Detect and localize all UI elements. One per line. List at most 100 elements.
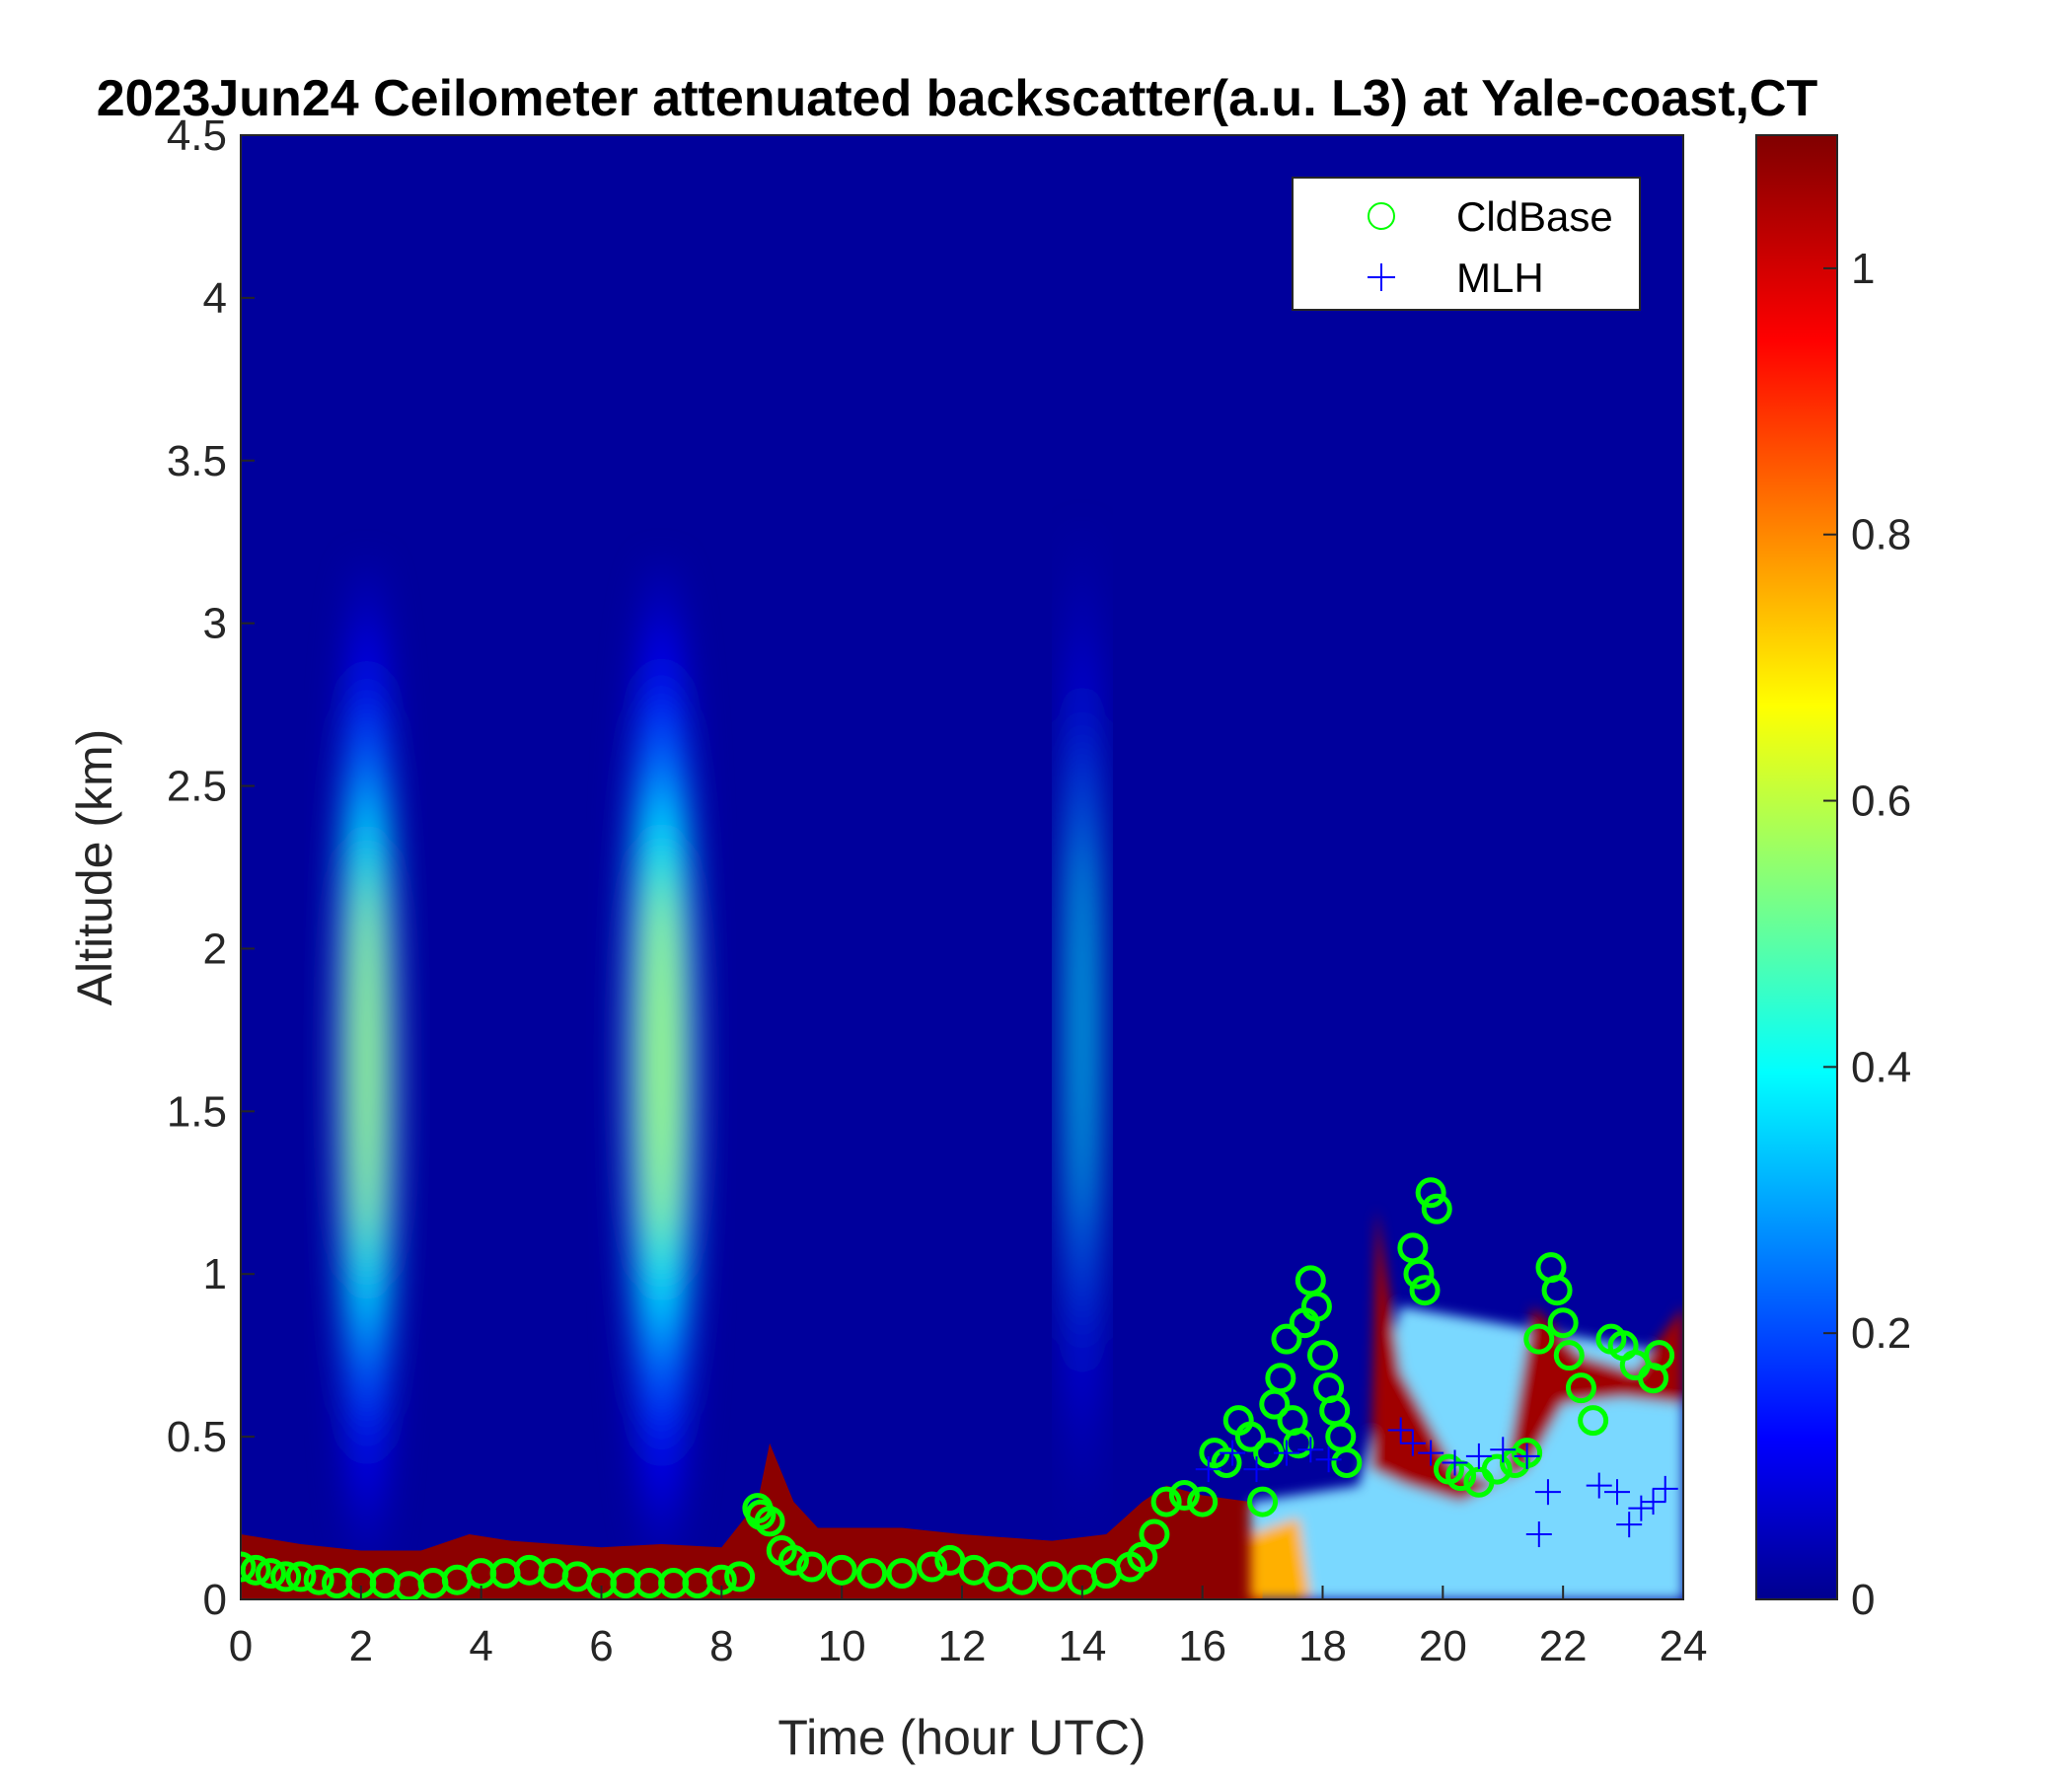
mlh-point bbox=[1616, 1512, 1643, 1538]
cldbase-point bbox=[1168, 1479, 1200, 1511]
cldbase-point bbox=[917, 1551, 948, 1583]
retrieval-markers bbox=[241, 1177, 1678, 1599]
mlh-series bbox=[1195, 1417, 1678, 1548]
y-tick-label: 1.5 bbox=[167, 1087, 227, 1136]
cldbase-point bbox=[1547, 1307, 1579, 1339]
y-tick-label: 0.5 bbox=[167, 1413, 227, 1461]
cldbase-point bbox=[856, 1558, 888, 1590]
y-axis-ticks: 0 0.5 1 1.5 2 2.5 3 3.5 4 4.5 bbox=[167, 111, 255, 1624]
cldbase-point bbox=[1481, 1453, 1513, 1485]
legend-cldbase-label: CldBase bbox=[1456, 193, 1613, 240]
aerosol-plume-1 bbox=[334, 564, 399, 1561]
cldbase-point bbox=[285, 1561, 317, 1592]
y-tick-label: 2.5 bbox=[167, 763, 227, 811]
cldbase-point bbox=[826, 1554, 857, 1586]
y-tick-label: 3 bbox=[203, 600, 227, 648]
colorbar-tick-label: 0.2 bbox=[1851, 1309, 1911, 1358]
mlh-point bbox=[1514, 1443, 1540, 1469]
aerosol-plume-3 bbox=[1067, 532, 1098, 1528]
mlh-point bbox=[1603, 1479, 1630, 1506]
aerosol-plume-2 bbox=[624, 564, 700, 1561]
legend-box bbox=[1292, 177, 1641, 311]
colorbar-tick-label: 0 bbox=[1851, 1576, 1875, 1624]
x-tick-label: 14 bbox=[1058, 1622, 1106, 1670]
y-tick-label: 1 bbox=[203, 1250, 227, 1298]
mlh-point bbox=[1652, 1475, 1678, 1502]
mlh-point bbox=[1387, 1417, 1414, 1443]
mlh-point bbox=[1628, 1495, 1655, 1521]
x-tick-label: 12 bbox=[938, 1622, 987, 1670]
cldbase-point bbox=[270, 1561, 302, 1592]
colorbar-tick-label: 1 bbox=[1851, 245, 1875, 293]
y-tick-label: 2 bbox=[203, 925, 227, 973]
x-axis-label: Time (hour UTC) bbox=[777, 1710, 1146, 1765]
mlh-point bbox=[1525, 1521, 1552, 1548]
cldbase-point bbox=[1234, 1421, 1266, 1452]
cldbase-point bbox=[1421, 1193, 1452, 1224]
cldbase-point bbox=[1150, 1486, 1182, 1517]
cldbase-point bbox=[1541, 1275, 1573, 1306]
x-tick-label: 16 bbox=[1178, 1622, 1226, 1670]
cldbase-point bbox=[1247, 1486, 1279, 1517]
cldbase-point bbox=[1187, 1486, 1219, 1517]
cldbase-point bbox=[1553, 1340, 1585, 1371]
mlh-point bbox=[1586, 1472, 1612, 1499]
legend: CldBase MLH bbox=[1292, 177, 1641, 311]
plot-area bbox=[241, 135, 1683, 1599]
x-tick-label: 2 bbox=[349, 1622, 373, 1670]
x-tick-label: 8 bbox=[709, 1622, 733, 1670]
colorbar-ticks: 0 0.2 0.4 0.6 0.8 1 bbox=[1823, 245, 1911, 1624]
y-tick-label: 3.5 bbox=[167, 437, 227, 485]
cldbase-point bbox=[1578, 1405, 1609, 1437]
cldbase-point bbox=[1211, 1446, 1242, 1478]
x-tick-label: 20 bbox=[1419, 1622, 1467, 1670]
cldbase-point bbox=[1127, 1541, 1158, 1573]
mlh-point bbox=[1640, 1489, 1666, 1516]
cldbase-point bbox=[255, 1558, 286, 1590]
cldbase-point bbox=[1271, 1323, 1302, 1355]
mlh-point bbox=[1399, 1430, 1426, 1456]
cldbase-point bbox=[1006, 1564, 1038, 1595]
cldbase-point bbox=[1644, 1340, 1675, 1371]
colorbar-tick-label: 0.4 bbox=[1851, 1043, 1911, 1091]
cldbase-point bbox=[1409, 1275, 1441, 1306]
colorbar-gradient bbox=[1755, 134, 1838, 1600]
mlh-point bbox=[1442, 1449, 1468, 1476]
mlh-point bbox=[1243, 1456, 1270, 1483]
legend-mlh-label: MLH bbox=[1456, 255, 1544, 301]
cldbase-point bbox=[1036, 1561, 1068, 1592]
x-tick-label: 22 bbox=[1539, 1622, 1588, 1670]
mlh-point bbox=[1418, 1440, 1444, 1466]
y-tick-label: 4.5 bbox=[167, 111, 227, 160]
cldbase-point bbox=[796, 1551, 828, 1583]
x-tick-label: 18 bbox=[1298, 1622, 1347, 1670]
x-tick-label: 0 bbox=[229, 1622, 253, 1670]
colorbar-tick-label: 0.6 bbox=[1851, 777, 1911, 826]
cldbase-point bbox=[241, 1554, 271, 1586]
afternoon-boundary-layer bbox=[1250, 1209, 1683, 1599]
legend-cldbase-marker bbox=[1368, 202, 1395, 230]
backscatter-heatmap bbox=[241, 532, 1683, 1599]
y-tick-label: 4 bbox=[203, 274, 227, 323]
x-tick-label: 6 bbox=[589, 1622, 613, 1670]
cldbase-point bbox=[1265, 1363, 1296, 1394]
x-tick-label: 4 bbox=[469, 1622, 492, 1670]
cldbase-point bbox=[303, 1564, 334, 1595]
cldbase-point bbox=[777, 1544, 809, 1576]
cldbase-point bbox=[754, 1506, 785, 1537]
cldbase-point bbox=[724, 1561, 756, 1592]
colorbar-tick-label: 0.8 bbox=[1851, 511, 1911, 559]
colorbar: 0 0.2 0.4 0.6 0.8 1 bbox=[1755, 134, 1911, 1624]
y-axis-label: Altitude (km) bbox=[67, 729, 122, 1006]
cldbase-point bbox=[1565, 1372, 1596, 1404]
mlh-point bbox=[1220, 1440, 1246, 1466]
chart-title: 2023Jun24 Ceilometer attenuated backscat… bbox=[97, 70, 1818, 127]
cldbase-point bbox=[886, 1558, 918, 1590]
cldbase-point bbox=[1403, 1258, 1435, 1290]
cldbase-point bbox=[241, 1551, 257, 1583]
x-axis-ticks: 0 2 4 6 8 10 12 14 16 18 20 22 24 bbox=[229, 1586, 1707, 1670]
cldbase-point bbox=[1415, 1177, 1446, 1209]
x-tick-label: 10 bbox=[818, 1622, 866, 1670]
mlh-point bbox=[1195, 1456, 1221, 1483]
